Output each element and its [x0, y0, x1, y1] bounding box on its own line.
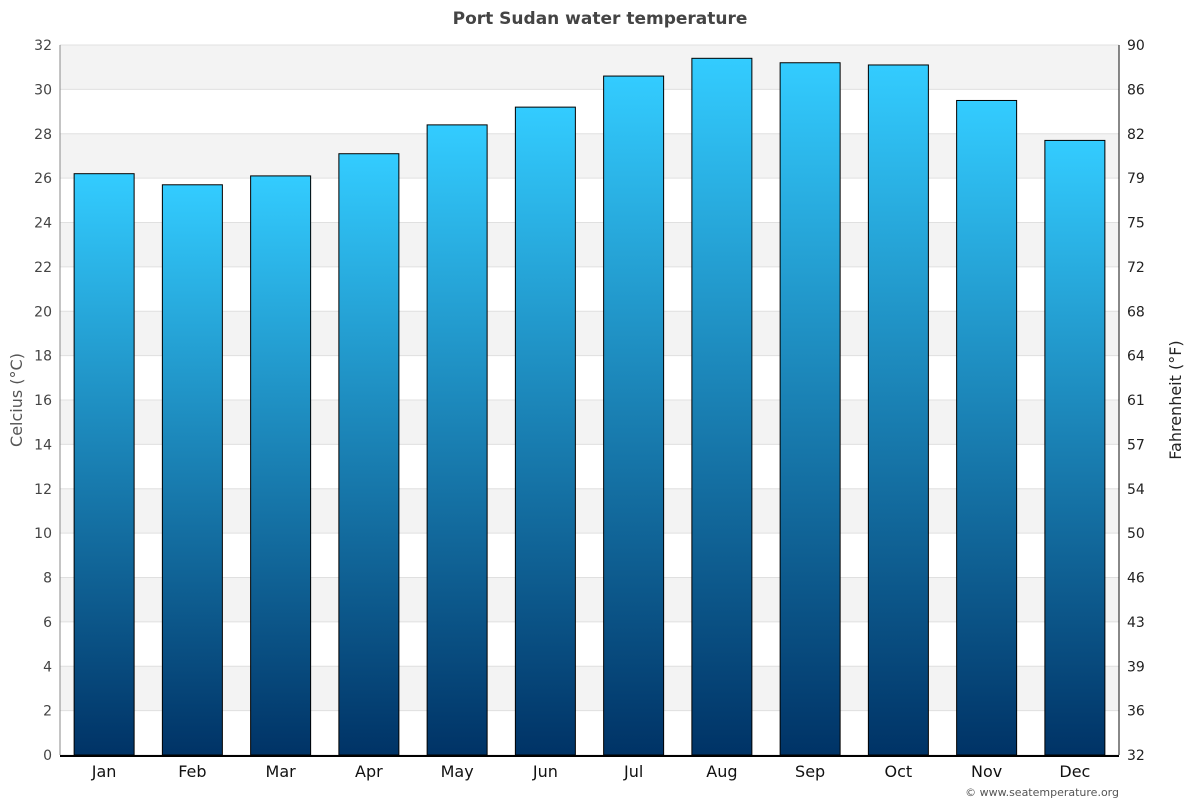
y-tick-label: 20 [34, 304, 52, 320]
y-tick-label-right: 36 [1127, 704, 1145, 720]
x-tick-label: Apr [355, 762, 383, 781]
chart-title: Port Sudan water temperature [453, 9, 748, 29]
y-tick-label: 16 [34, 393, 52, 409]
y-tick-label-right: 39 [1127, 659, 1145, 675]
bar-jul[interactable] [603, 75, 665, 756]
y-tick-label: 12 [34, 482, 52, 498]
y-tick-label-right: 82 [1127, 127, 1145, 143]
y-tick-label: 18 [34, 349, 52, 365]
y-tick-label-right: 54 [1127, 482, 1145, 498]
grid-band [60, 266, 1119, 312]
x-tick-label: May [441, 762, 474, 781]
y-tick-label: 22 [34, 260, 52, 276]
x-tick-label: Dec [1059, 762, 1090, 781]
bar-apr[interactable] [338, 153, 400, 756]
y-tick-label: 8 [43, 571, 52, 587]
x-tick-label: Jul [623, 762, 643, 781]
grid-band [60, 45, 1119, 90]
grid-band [60, 222, 1119, 267]
bar-dec[interactable] [1044, 139, 1106, 756]
x-tick-label: Mar [266, 762, 297, 781]
grid-band [60, 400, 1119, 445]
y-tick-label-right: 72 [1127, 260, 1145, 276]
x-tick-label: Sep [795, 762, 825, 781]
bar-feb[interactable] [161, 184, 223, 756]
y-tick-label: 10 [34, 526, 52, 542]
y-tick-label-right: 43 [1127, 615, 1145, 631]
y-tick-label: 2 [43, 704, 52, 720]
y-tick-label: 14 [34, 437, 52, 453]
bar-jun[interactable] [514, 106, 576, 756]
y-tick-label: 32 [34, 38, 52, 54]
y-tick-label-right: 64 [1127, 349, 1145, 365]
y-tick-label: 0 [43, 748, 52, 764]
y-tick-label-right: 90 [1127, 38, 1145, 54]
y-tick-label-right: 46 [1127, 571, 1145, 587]
bar-may[interactable] [426, 124, 488, 756]
x-tick-label: Oct [885, 762, 913, 781]
footer-credit[interactable]: © www.seatemperature.org [965, 786, 1119, 799]
y-tick-label: 28 [34, 127, 52, 143]
grid-band [60, 133, 1119, 179]
bar-mar[interactable] [250, 175, 312, 756]
grid-band [60, 178, 1119, 223]
x-tick-label: Feb [178, 762, 206, 781]
y-tick-label-right: 86 [1127, 82, 1145, 98]
y-tick-label-right: 75 [1127, 216, 1145, 232]
grid-band [60, 444, 1119, 489]
y-tick-label-right: 61 [1127, 393, 1145, 409]
grid-band [60, 89, 1119, 134]
y-tick-label: 4 [43, 659, 52, 675]
y-tick-label-right: 50 [1127, 526, 1145, 542]
grid-band [60, 666, 1119, 711]
y-axis-label: Celcius (°C) [7, 353, 26, 447]
y-tick-label: 6 [43, 615, 52, 631]
bar-nov[interactable] [956, 99, 1018, 756]
grid-band [60, 533, 1119, 578]
y-axis-right-label: Fahrenheit (°F) [1166, 340, 1185, 459]
y-tick-label: 24 [34, 216, 52, 232]
y-tick-label-right: 79 [1127, 171, 1145, 187]
bar-aug[interactable] [691, 57, 753, 756]
grid-band [60, 488, 1119, 534]
y-tick-label: 30 [34, 82, 52, 98]
grid-band [60, 710, 1119, 755]
x-tick-label: Jun [532, 762, 558, 781]
y-tick-label-right: 68 [1127, 304, 1145, 320]
y-tick-label-right: 57 [1127, 437, 1145, 453]
grid-band [60, 577, 1119, 622]
grid-band [60, 621, 1119, 667]
x-tick-label: Nov [971, 762, 1002, 781]
bar-sep[interactable] [779, 62, 841, 756]
y-tick-label: 26 [34, 171, 52, 187]
bar-oct[interactable] [867, 64, 929, 756]
y-tick-label-right: 32 [1127, 748, 1145, 764]
grid-band [60, 355, 1119, 400]
bar-jan[interactable] [73, 173, 135, 756]
grid-band [60, 311, 1119, 356]
x-tick-label: Aug [706, 762, 737, 781]
x-tick-label: Jan [91, 762, 117, 781]
